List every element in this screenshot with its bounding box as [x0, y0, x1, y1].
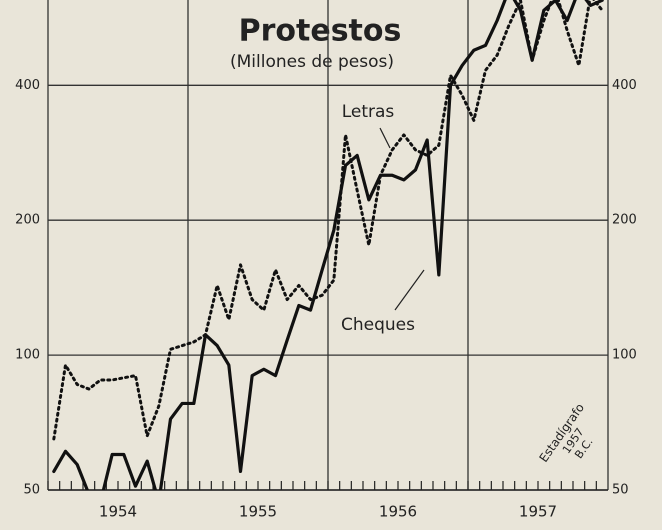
- annotation: Cheques: [341, 315, 415, 335]
- arrow: [379, 127, 391, 149]
- y-tick-label-right: 100: [612, 348, 637, 363]
- y-tick-label: 400: [15, 78, 40, 93]
- stamp: Estadígrafo 1957 B.C.: [536, 401, 595, 465]
- chart-subtitle: (Millones de pesos): [230, 52, 394, 72]
- arrow: [394, 269, 425, 311]
- x-tick-label: 1955: [239, 503, 277, 521]
- y-tick-label: 200: [15, 213, 40, 228]
- y-tick-label-right: 50: [612, 483, 629, 498]
- y-tick-label-right: 200: [612, 213, 637, 228]
- plot-area: [52, 0, 604, 490]
- y-tick-label: 50: [23, 483, 40, 498]
- chart-title: Protestos: [239, 14, 402, 49]
- x-tick-label: 1957: [519, 503, 557, 521]
- annotation: Letras: [342, 102, 395, 122]
- line: [52, 0, 604, 490]
- line: [52, 0, 604, 441]
- y-tick-label: 100: [15, 348, 40, 363]
- x-tick-label: 1956: [379, 503, 417, 521]
- y-tick-label-right: 400: [612, 78, 637, 93]
- x-tick-label: 1954: [99, 503, 137, 521]
